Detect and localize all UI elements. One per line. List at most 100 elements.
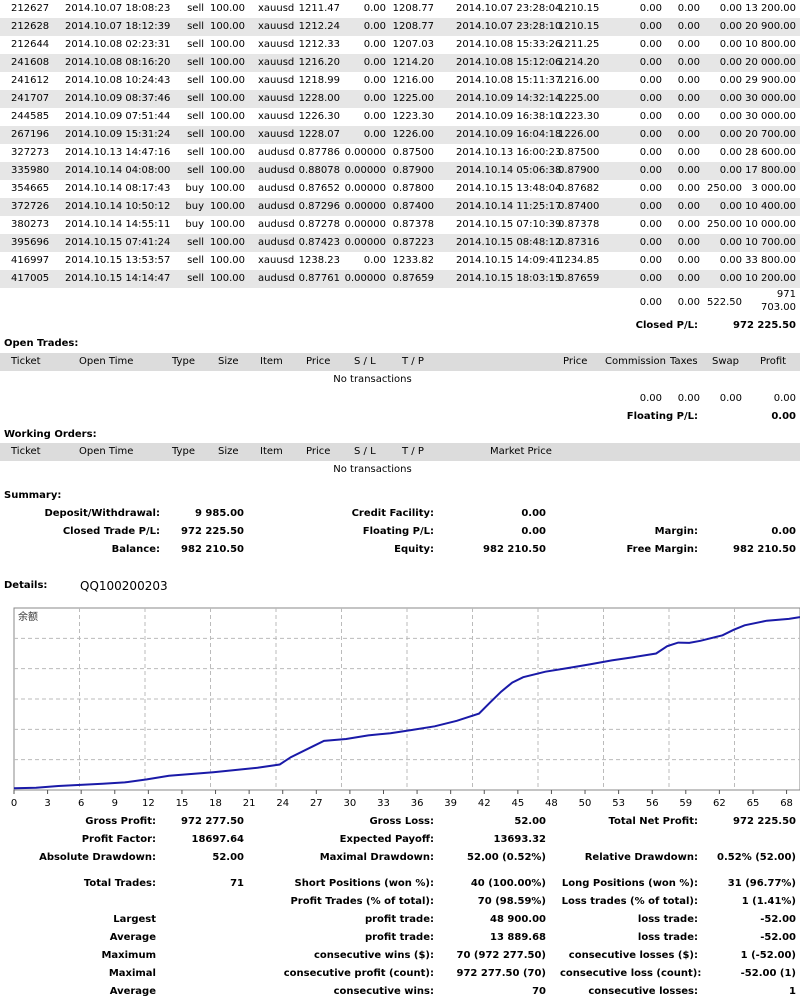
cell-commission: 0.00 [639, 165, 662, 176]
closed-pl-value: 972 225.50 [733, 320, 796, 331]
cell-taxes: 0.00 [677, 147, 700, 158]
col-market-price: Market Price [490, 446, 552, 457]
free-margin-label: Free Margin: [626, 544, 698, 555]
cell-close-time: 2014.10.08 15:12:06 [456, 57, 562, 68]
closed-trade-pl-label: Closed Trade P/L: [62, 526, 160, 537]
cell-close-price: 0.87659 [558, 273, 600, 284]
cell-price: 1238.23 [298, 255, 340, 266]
x-tick-label: 6 [78, 798, 84, 809]
cell-item: audusd [258, 165, 295, 176]
equity-value: 982 210.50 [483, 544, 546, 555]
cell-tp: 1216.00 [392, 75, 434, 86]
details-label: Details: [4, 580, 48, 591]
cell-type: sell [187, 237, 204, 248]
cell-type: buy [185, 219, 204, 230]
cell-commission: 0.00 [639, 21, 662, 32]
average-2-label: Average [109, 986, 156, 997]
cell-item: xauusd [258, 111, 295, 122]
table-row: 212644 2014.10.08 02:23:31 sell 100.00 xauus… [0, 36, 800, 54]
cell-size: 100.00 [210, 273, 245, 284]
cell-price: 0.87761 [298, 273, 340, 284]
cell-swap: 0.00 [719, 57, 742, 68]
cell-type: sell [187, 255, 204, 266]
cell-type: sell [187, 3, 204, 14]
working-orders-empty: No transactions [333, 464, 412, 475]
cell-profit: 3 000.00 [751, 183, 796, 194]
cell-open-time: 2014.10.14 10:50:12 [65, 201, 171, 212]
relative-drawdown-value: 0.52% (52.00) [717, 852, 796, 863]
cell-taxes: 0.00 [677, 93, 700, 104]
cell-ticket: 335980 [11, 165, 50, 176]
cell-item: xauusd [258, 255, 295, 266]
relative-drawdown-label: Relative Drawdown: [584, 852, 698, 863]
cell-ticket: 327273 [11, 147, 50, 158]
cell-open-time: 2014.10.15 07:41:24 [65, 237, 171, 248]
cell-tp: 0.87400 [392, 201, 434, 212]
cell-commission: 0.00 [639, 75, 662, 86]
cell-price: 1216.20 [298, 57, 340, 68]
cell-taxes: 0.00 [677, 3, 700, 14]
cell-profit: 30 000.00 [745, 93, 796, 104]
cell-close-time: 2014.10.15 08:48:12 [456, 237, 562, 248]
cell-ticket: 241612 [11, 75, 50, 86]
cell-sl: 0.00 [363, 111, 386, 122]
cell-size: 100.00 [210, 237, 245, 248]
cell-close-price: 1210.15 [558, 3, 600, 14]
cell-close-price: 0.87900 [558, 165, 600, 176]
cell-swap: 0.00 [719, 273, 742, 284]
col-ticket: Ticket [11, 446, 41, 457]
col-ticket: Ticket [11, 356, 41, 367]
credit-label: Credit Facility: [351, 508, 434, 519]
cell-ticket: 212628 [11, 21, 50, 32]
cell-tp: 1207.03 [392, 39, 434, 50]
x-tick-label: 0 [11, 798, 17, 809]
cell-swap: 250.00 [707, 219, 742, 230]
cell-type: sell [187, 93, 204, 104]
cell-sl: 0.00000 [344, 201, 386, 212]
cell-price: 1226.30 [298, 111, 340, 122]
cell-sl: 0.00 [363, 57, 386, 68]
cell-swap: 0.00 [719, 21, 742, 32]
x-tick-label: 30 [344, 798, 357, 809]
cell-close-time: 2014.10.07 23:28:10 [456, 21, 562, 32]
cell-tp: 1223.30 [392, 111, 434, 122]
x-tick-label: 56 [646, 798, 659, 809]
col-tp: T / P [402, 356, 424, 367]
cell-type: sell [187, 165, 204, 176]
gross-loss-label: Gross Loss: [369, 816, 434, 827]
floating-pl-label: Floating P/L: [626, 411, 698, 422]
cell-close-price: 0.87500 [558, 147, 600, 158]
cell-swap: 0.00 [719, 237, 742, 248]
largest-profit-label: profit trade: [364, 914, 434, 925]
cell-ticket: 212644 [11, 39, 50, 50]
cell-swap: 0.00 [719, 201, 742, 212]
cell-item: xauusd [258, 93, 295, 104]
cell-open-time: 2014.10.08 08:16:20 [65, 57, 171, 68]
cell-close-price: 0.87316 [558, 237, 600, 248]
cell-profit: 17 800.00 [745, 165, 796, 176]
x-tick-label: 36 [411, 798, 424, 809]
cell-sl: 0.00 [363, 255, 386, 266]
cell-swap: 0.00 [719, 129, 742, 140]
cell-ticket: 417005 [11, 273, 50, 284]
col-sl: S / L [354, 356, 376, 367]
maximal-cons-loss-value: -52.00 (1) [740, 968, 796, 979]
cell-type: buy [185, 183, 204, 194]
avg-cons-losses-value: 1 [789, 986, 796, 997]
open-profit: 0.00 [773, 393, 796, 404]
cell-item: xauusd [258, 57, 295, 68]
cell-item: audusd [258, 183, 295, 194]
cell-taxes: 0.00 [677, 21, 700, 32]
col-profit: Profit [760, 356, 787, 367]
cell-size: 100.00 [210, 3, 245, 14]
average-loss-label: loss trade: [637, 932, 698, 943]
cell-price: 0.87296 [298, 201, 340, 212]
expected-payoff-value: 13693.32 [493, 834, 546, 845]
total-profit-line2: 703.00 [761, 302, 796, 313]
deposit-value: 9 985.00 [194, 508, 244, 519]
cell-profit: 10 800.00 [745, 39, 796, 50]
cell-ticket: 380273 [11, 219, 50, 230]
x-tick-label: 18 [209, 798, 222, 809]
cell-size: 100.00 [210, 21, 245, 32]
total-trades-label: Total Trades: [83, 878, 156, 889]
